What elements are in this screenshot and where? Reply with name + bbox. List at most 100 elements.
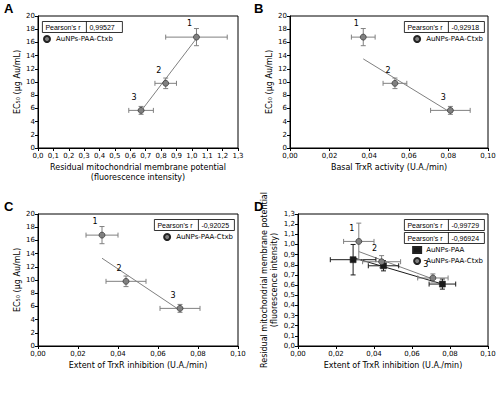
svg-text:4: 4 (283, 118, 288, 126)
svg-text:0,00: 0,00 (30, 350, 46, 358)
svg-text:4: 4 (31, 316, 36, 324)
svg-text:3: 3 (441, 93, 446, 102)
svg-text:1,0: 1,0 (186, 152, 197, 160)
svg-text:4: 4 (31, 118, 36, 126)
svg-text:0,02: 0,02 (322, 152, 338, 160)
svg-text:Pearson's r: Pearson's r (157, 222, 193, 229)
svg-text:0,9: 0,9 (171, 152, 182, 160)
svg-text:AuNPs-PAA-Ctxb: AuNPs-PAA-Ctxb (426, 257, 483, 265)
svg-text:AuNPs-PAA-Ctxb: AuNPs-PAA-Ctxb (56, 35, 113, 43)
svg-text:-0,96924: -0,96924 (451, 235, 479, 242)
svg-text:10: 10 (26, 78, 35, 86)
svg-text:C: C (4, 199, 14, 214)
svg-text:0,8: 0,8 (284, 261, 295, 269)
svg-text:18: 18 (26, 223, 35, 231)
svg-text:0,08: 0,08 (441, 152, 457, 160)
svg-text:20: 20 (26, 210, 35, 218)
svg-text:0,5: 0,5 (284, 291, 295, 299)
svg-text:20: 20 (26, 12, 35, 20)
svg-text:0,5: 0,5 (109, 152, 120, 160)
svg-text:20: 20 (278, 12, 287, 20)
svg-text:-0,99729: -0,99729 (451, 222, 479, 229)
svg-text:EC₅₀ (μg Au/mL): EC₅₀ (μg Au/mL) (265, 50, 274, 114)
svg-text:1: 1 (187, 19, 192, 28)
svg-text:0,06: 0,06 (401, 152, 417, 160)
svg-text:0,04: 0,04 (110, 350, 126, 358)
svg-text:Pearson's r: Pearson's r (407, 24, 443, 31)
svg-text:-0,92918: -0,92918 (451, 24, 479, 31)
svg-text:18: 18 (278, 25, 287, 33)
svg-text:12: 12 (26, 263, 35, 271)
svg-text:0,08: 0,08 (442, 350, 458, 358)
svg-text:0,2: 0,2 (284, 322, 295, 330)
svg-text:1: 1 (92, 217, 97, 226)
svg-text:3: 3 (132, 93, 137, 102)
svg-text:12: 12 (26, 65, 35, 73)
svg-text:0,7: 0,7 (140, 152, 151, 160)
svg-text:6: 6 (31, 104, 36, 112)
svg-text:1,2: 1,2 (284, 220, 295, 228)
svg-text:A: A (4, 1, 14, 16)
svg-text:1,1: 1,1 (284, 230, 295, 238)
svg-text:0,3: 0,3 (284, 312, 295, 320)
svg-text:12: 12 (278, 65, 287, 73)
svg-text:2: 2 (31, 329, 35, 337)
svg-text:Pearson's r: Pearson's r (407, 235, 443, 242)
svg-text:16: 16 (26, 38, 35, 46)
svg-text:1,2: 1,2 (217, 152, 228, 160)
svg-text:(fluorescence intensity): (fluorescence intensity) (91, 173, 185, 182)
svg-text:1,1: 1,1 (202, 152, 213, 160)
svg-text:Residual mitochondrial membran: Residual mitochondrial membrane potentia… (50, 163, 226, 172)
svg-text:0,1: 0,1 (284, 332, 295, 340)
svg-text:0,6: 0,6 (284, 281, 296, 289)
svg-text:Residual mitochondrial membran: Residual mitochondrial membrane potentia… (260, 192, 269, 368)
svg-text:0,04: 0,04 (366, 350, 382, 358)
svg-text:6: 6 (283, 104, 288, 112)
svg-text:Basal TrxR activity (U.A./min): Basal TrxR activity (U.A./min) (331, 163, 447, 172)
svg-text:2: 2 (372, 244, 377, 253)
svg-text:2: 2 (31, 131, 35, 139)
svg-text:10: 10 (26, 276, 35, 284)
svg-text:Pearson's r: Pearson's r (407, 222, 443, 229)
svg-text:0,6: 0,6 (125, 152, 137, 160)
svg-text:1: 1 (354, 19, 359, 28)
svg-text:0,4: 0,4 (94, 152, 106, 160)
svg-text:3: 3 (170, 291, 175, 300)
svg-text:0,10: 0,10 (230, 350, 246, 358)
svg-text:AuNPs-PAA-Ctxb: AuNPs-PAA-Ctxb (176, 233, 233, 241)
svg-text:14: 14 (278, 52, 287, 60)
svg-text:0,0: 0,0 (32, 152, 43, 160)
svg-text:3: 3 (423, 260, 428, 269)
svg-text:0,8: 0,8 (156, 152, 167, 160)
svg-text:0,9: 0,9 (284, 251, 295, 259)
svg-text:(fluorescence intensity): (fluorescence intensity) (270, 233, 279, 327)
svg-text:EC₅₀ (μg Au/mL): EC₅₀ (μg Au/mL) (13, 248, 22, 312)
svg-text:2: 2 (385, 66, 390, 75)
svg-text:0,1: 0,1 (48, 152, 59, 160)
svg-text:0,10: 0,10 (480, 350, 496, 358)
svg-text:0,2: 0,2 (63, 152, 74, 160)
svg-text:0,00: 0,00 (282, 152, 298, 160)
svg-text:16: 16 (26, 236, 35, 244)
svg-text:0,08: 0,08 (190, 350, 206, 358)
svg-text:1: 1 (349, 224, 354, 233)
svg-text:0,3: 0,3 (79, 152, 90, 160)
svg-text:8: 8 (31, 289, 35, 297)
svg-text:0,06: 0,06 (404, 350, 420, 358)
svg-text:2: 2 (283, 131, 287, 139)
svg-text:8: 8 (31, 91, 35, 99)
svg-text:14: 14 (26, 250, 35, 258)
svg-text:6: 6 (31, 302, 36, 310)
svg-text:18: 18 (26, 25, 35, 33)
svg-text:1,3: 1,3 (232, 152, 243, 160)
svg-text:0,7: 0,7 (284, 271, 295, 279)
svg-text:1,3: 1,3 (284, 210, 295, 218)
svg-text:0,10: 0,10 (480, 152, 496, 160)
svg-text:Extent of TrxR inhibition (U.A: Extent of TrxR inhibition (U.A./min) (69, 361, 208, 370)
svg-text:16: 16 (278, 38, 287, 46)
svg-text:2: 2 (116, 264, 121, 273)
svg-text:0,99527: 0,99527 (89, 24, 114, 31)
svg-text:AuNPs-PAA: AuNPs-PAA (426, 246, 464, 254)
svg-text:-0,92025: -0,92025 (201, 222, 229, 229)
svg-text:8: 8 (283, 91, 287, 99)
